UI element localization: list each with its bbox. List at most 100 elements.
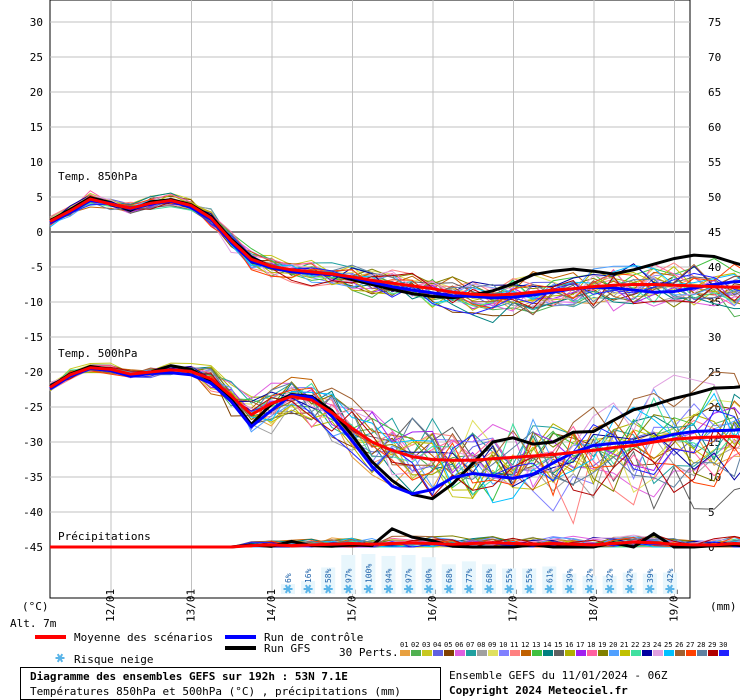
snow-risk-cell: 77%	[461, 561, 476, 594]
left-tick-label: 0	[36, 226, 43, 239]
snow-risk-pct: 42%	[666, 568, 675, 583]
snowflake-stroke	[606, 584, 613, 594]
right-tick-label: 65	[708, 86, 721, 99]
legend-perts-label: 30 Perts.	[339, 646, 399, 659]
snow-risk-pct: 77%	[465, 568, 474, 583]
member-number: 26	[675, 641, 683, 649]
footer-run-box: Ensemble GEFS du 11/01/2024 - 06Z Copyri…	[446, 667, 738, 698]
member-number: 27	[686, 641, 694, 649]
right-tick-label: 40	[708, 261, 721, 274]
snow-risk-bar	[401, 554, 416, 594]
snow-risk-pct: 97%	[405, 568, 414, 583]
right-axis-unit: (mm)	[710, 600, 737, 613]
left-tick-label: -5	[30, 261, 43, 274]
right-tick-label: 30	[708, 331, 721, 344]
t500-gfs-line	[49, 364, 740, 501]
snowflake-stroke	[385, 584, 392, 594]
member-swatch	[543, 650, 553, 656]
member-number: 14	[543, 641, 551, 649]
snowflake-stroke	[586, 584, 593, 594]
snowflake-stroke	[345, 584, 352, 594]
snow-risk-cell: 16%	[301, 568, 316, 594]
snow-risk-bar	[542, 566, 557, 594]
member-number: 07	[466, 641, 474, 649]
member-swatch	[488, 650, 498, 656]
snow-risk-pct: 32%	[586, 568, 595, 583]
left-tick-label: -35	[23, 471, 43, 484]
snow-risk-pct: 100%	[364, 564, 373, 583]
t850-control-line	[49, 198, 740, 300]
t500-control-line	[49, 366, 740, 496]
legend-gfs-label: Run GFS	[264, 642, 310, 655]
t850-mean-line	[49, 197, 740, 297]
snowflake-stroke	[505, 584, 513, 594]
left-axis-ticks: 30 25 20 15 10 5 0 -5 -10 -15 -20 -25 -30 -35 -40 -45	[23, 16, 43, 554]
snow-risk-pct: 68%	[485, 568, 494, 583]
member-swatch	[554, 650, 564, 656]
member-number: 09	[488, 641, 496, 649]
date-tick-label: 15/01	[346, 589, 359, 622]
snow-risk-cell: 39%	[562, 568, 577, 594]
member-number: 05	[444, 641, 452, 649]
left-axis-unit: (°C)	[22, 600, 49, 613]
left-tick-label: -15	[23, 331, 43, 344]
right-tick-label: 10	[708, 471, 721, 484]
snow-risk-pct: 39%	[646, 568, 655, 583]
panel-label-t850: Temp. 850hPa	[58, 170, 137, 183]
snowflake-stroke	[546, 584, 553, 594]
footer-info-box: Diagramme des ensembles GEFS sur 192h : …	[20, 667, 441, 700]
snow-risk-cell: 32%	[602, 568, 617, 594]
member-swatch	[708, 650, 718, 656]
snow-risk-pct: 61%	[545, 568, 554, 583]
snowflake-stroke	[526, 584, 533, 594]
right-tick-label: 45	[708, 226, 721, 239]
snow-risk-bar	[522, 568, 537, 594]
snow-risk-pct: 39%	[565, 568, 574, 583]
member-number: 29	[708, 641, 716, 649]
snow-risk-cell: 97%	[341, 554, 356, 594]
snowflake-stroke	[445, 584, 452, 594]
t500-mean-line	[49, 366, 740, 462]
snow-risk-cell: 32%	[582, 568, 597, 594]
precip-mean-line	[50, 540, 740, 549]
footer-run: Ensemble GEFS du 11/01/2024 - 06Z	[449, 669, 668, 682]
snowflake-stroke	[284, 584, 292, 594]
member-number: 03	[422, 641, 430, 649]
snow-risk-pct: 58%	[324, 568, 333, 583]
legend-control-label: Run de contrôle	[264, 631, 363, 644]
right-tick-label: 75	[708, 16, 721, 29]
snowflake-stroke	[425, 584, 432, 594]
left-tick-label: -40	[23, 506, 43, 519]
snowflake-stroke	[304, 584, 312, 594]
snow-risk-bar	[321, 567, 336, 594]
main-series	[49, 196, 740, 549]
left-tick-label: -30	[23, 436, 43, 449]
snow-risk-bar	[421, 557, 436, 594]
snow-risk-cell: 58%	[321, 567, 336, 594]
snow-risk-bar	[441, 564, 456, 594]
member-swatch	[477, 650, 487, 656]
snowflake-stroke	[465, 584, 473, 594]
member-number: 28	[697, 641, 705, 649]
snow-risk-bar	[502, 568, 517, 594]
snow-risk-pct: 16%	[304, 568, 313, 583]
snowflake-stroke	[566, 584, 573, 594]
snow-risk-pct: 97%	[344, 568, 353, 583]
snow-risk-pct: 55%	[525, 568, 534, 583]
member-swatch	[400, 650, 410, 656]
member-number: 01	[400, 641, 408, 649]
member-swatch	[642, 650, 652, 656]
snowflake-stroke	[666, 584, 674, 594]
member-swatch	[510, 650, 520, 656]
member-swatch	[455, 650, 465, 656]
left-tick-label: -20	[23, 366, 43, 379]
right-tick-label: 20	[708, 401, 721, 414]
member-number: 04	[433, 641, 441, 649]
member-number: 20	[609, 641, 617, 649]
member-swatch	[411, 650, 421, 656]
footer-copyright: Copyright 2024 Meteociel.fr	[449, 684, 628, 697]
left-tick-label: 25	[30, 51, 43, 64]
snowflake-stroke	[626, 584, 633, 594]
member-swatch	[686, 650, 696, 656]
